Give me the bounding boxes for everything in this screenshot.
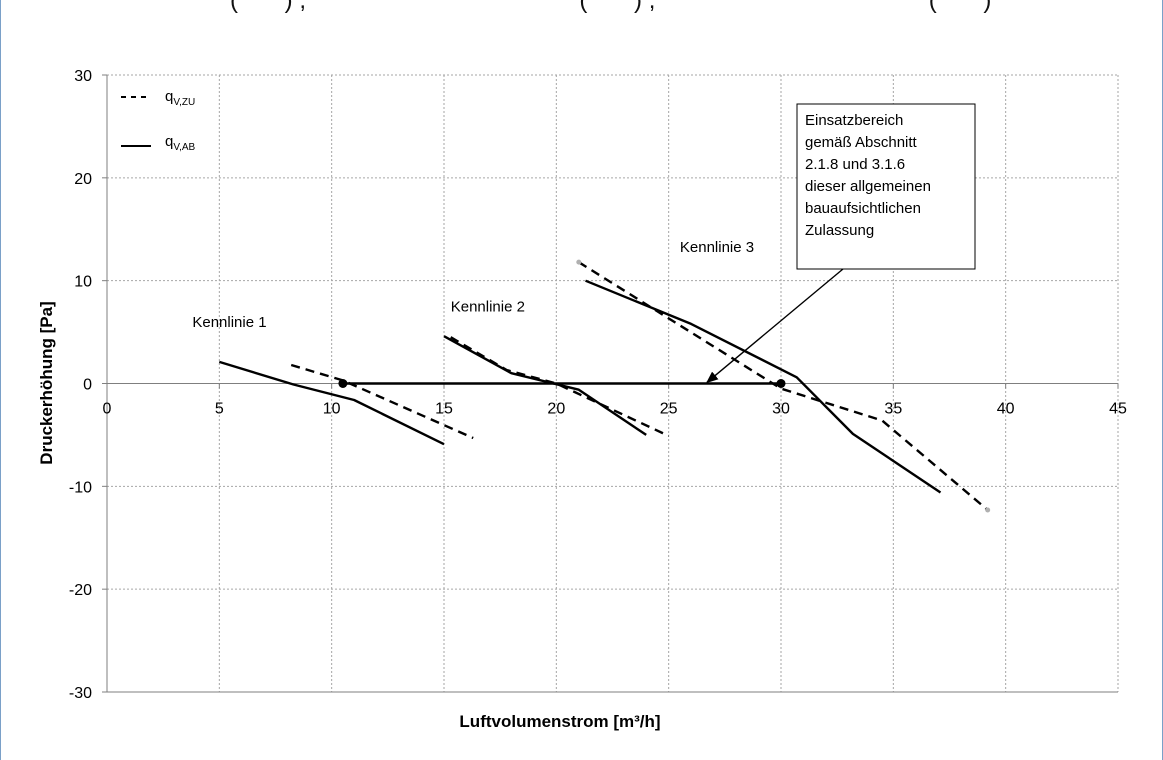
legend-symbol: q — [165, 88, 173, 105]
operating-range — [338, 379, 786, 388]
kennlinie-1-ab-line — [218, 360, 445, 446]
x-axis-title: Luftvolumenstrom [m³/h] — [459, 712, 660, 731]
cropped-caption-text: ( ) , ( ) , ( ) — [230, 0, 992, 14]
legend-subscript: V,AB — [173, 142, 195, 153]
y-tick-label: 20 — [74, 171, 92, 188]
y-tick-label: -10 — [69, 479, 92, 496]
y-axis-title: Druckerhöhung [Pa] — [37, 301, 56, 464]
curve-labels: Kennlinie 1 Kennlinie 2 Kennlinie 3 — [192, 239, 754, 331]
annotation-text-line: Zulassung — [805, 222, 874, 239]
x-tick-label: 10 — [323, 401, 341, 418]
legend-label-zu: qV,ZU — [165, 88, 195, 108]
x-tick-label: 45 — [1109, 401, 1127, 418]
kennlinie-2-ab-line — [443, 335, 647, 436]
legend-label-ab: qV,AB — [165, 133, 196, 153]
curve-label-kennlinie-3: Kennlinie 3 — [680, 239, 754, 256]
y-tick-label: -30 — [69, 685, 92, 702]
y-tick-label: -20 — [69, 582, 92, 599]
series-lines — [218, 259, 991, 513]
annotation-text-line: 2.1.8 und 3.1.6 — [805, 156, 905, 173]
cropped-caption-strip: ( ) , ( ) , ( ) — [0, 0, 1163, 16]
x-tick-label: 35 — [884, 401, 902, 418]
y-tick-label: 0 — [83, 377, 92, 394]
x-tick-label: 5 — [215, 401, 224, 418]
curve-label-kennlinie-1: Kennlinie 1 — [192, 314, 266, 331]
y-tick-label: 10 — [74, 274, 92, 291]
x-tick-label: 30 — [772, 401, 790, 418]
x-tick-label: 15 — [435, 401, 453, 418]
tick-labels: 0 5 10 15 20 25 30 35 40 45 -30 -20 -10 0 10 20 30 — [69, 68, 1127, 702]
operating-range-end-dot — [776, 379, 786, 388]
y-tick-label: 30 — [74, 68, 92, 85]
series-end-marker — [576, 259, 582, 265]
kennlinie-2-zu-line — [450, 336, 670, 437]
curve-label-kennlinie-2: Kennlinie 2 — [451, 299, 525, 316]
annotation: Einsatzbereich gemäß Abschnitt 2.1.8 und 3… — [706, 103, 976, 384]
annotation-text-line: bauaufsichtlichen — [805, 200, 921, 217]
annotation-text-line: dieser allgemeinen — [805, 178, 931, 195]
x-tick-label: 40 — [997, 401, 1015, 418]
annotation-text-line: gemäß Abschnitt — [805, 134, 918, 151]
x-tick-label: 25 — [660, 401, 678, 418]
legend-symbol: q — [165, 133, 173, 150]
operating-range-start-dot — [338, 379, 348, 388]
series-end-marker — [985, 507, 991, 513]
annotation-arrow — [706, 268, 844, 384]
annotation-text-line: Einsatzbereich — [805, 112, 903, 129]
kennlinie-3-ab-line — [585, 279, 942, 494]
annotation-box — [796, 103, 976, 270]
legend-subscript: V,ZU — [173, 97, 195, 108]
kennlinie-3-zu-line — [578, 261, 989, 511]
x-tick-label: 0 — [103, 401, 112, 418]
x-tick-label: 20 — [547, 401, 565, 418]
